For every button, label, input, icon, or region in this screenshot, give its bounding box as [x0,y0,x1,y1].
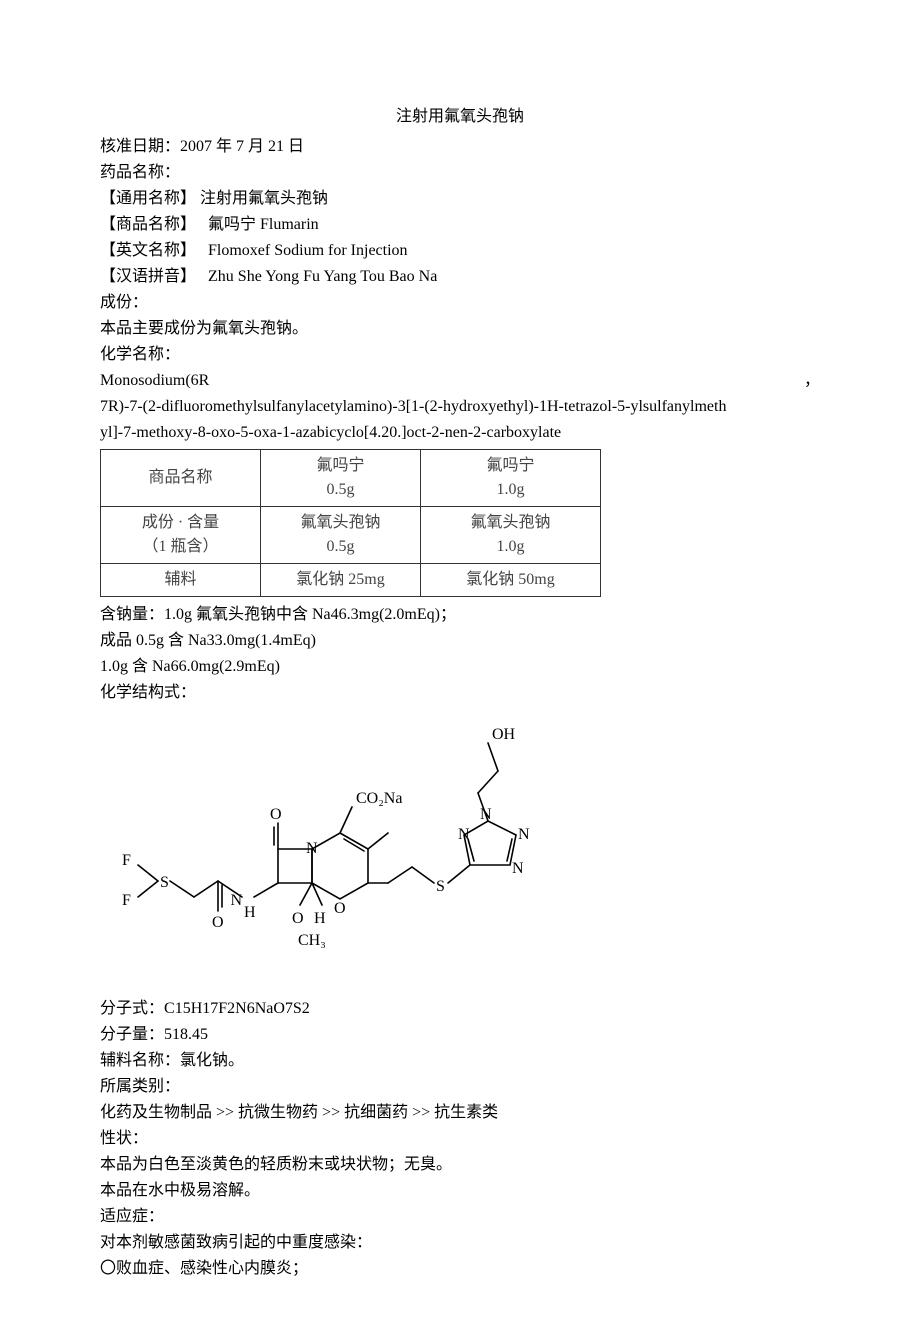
generic-name-line: 【通用名称】 注射用氟氧头孢钠 [100,187,820,211]
composition-table: 商品名称氟吗宁0.5g氟吗宁1.0g 成份 · 含量（1 瓶含）氟氧头孢钠0.5g… [100,449,601,597]
excipient-value: 氯化钠。 [180,1052,244,1069]
sodium-line-1: 成品 0.5g 含 Na33.0mg(1.4mEq) [100,629,820,653]
label-n-3: N [512,860,524,877]
label-f-1: F [122,852,131,869]
pinyin-line: 【汉语拼音】 Zhu She Yong Fu Yang Tou Bao Na [100,265,820,289]
table-cell: 氯化钠 50mg [421,564,601,597]
table-cell: 氟氧头孢钠0.5g [261,507,421,564]
mw-line: 分子量：518.45 [100,1023,820,1047]
trade-name-label: 【商品名称】 [100,216,196,233]
category-header: 所属类别： [100,1075,820,1099]
label-n-ring: N [306,840,318,857]
indications-line-1: 〇败血症、感染性心内膜炎； [100,1257,820,1281]
pinyin-value: Zhu She Yong Fu Yang Tou Bao Na [208,268,437,285]
table-cell: 商品名称 [101,450,261,507]
label-s-1: S [436,878,445,895]
label-s-2: S [160,874,169,891]
formula-value: C15H17F2N6NaO7S2 [164,1000,310,1017]
english-name-line: 【英文名称】 Flomoxef Sodium for Injection [100,239,820,263]
excipient-label: 辅料名称： [100,1052,180,1069]
label-n-4: N [458,826,470,843]
label-o-4: O [292,910,304,927]
english-name-value: Flomoxef Sodium for Injection [208,242,408,259]
pinyin-label: 【汉语拼音】 [100,268,196,285]
label-h-n: H [244,904,256,921]
table-cell: 氟吗宁1.0g [421,450,601,507]
approval-date-line: 核准日期：2007 年 7 月 21 日 [100,135,820,159]
chemical-name-line1-right: ， [804,369,820,393]
label-n-1: N [480,806,492,823]
approval-date-value: 2007 年 7 月 21 日 [180,138,304,155]
label-f-2: F [122,892,131,909]
excipient-line: 辅料名称：氯化钠。 [100,1049,820,1073]
chemical-name-line1: Monosodium(6R ， [100,369,820,393]
chemical-name-header: 化学名称： [100,343,820,367]
label-o-3: O [334,900,346,917]
label-nh: N [230,892,242,909]
formula-line: 分子式：C15H17F2N6NaO7S2 [100,997,820,1021]
mw-value: 518.45 [164,1026,208,1043]
table-cell: 氯化钠 25mg [261,564,421,597]
generic-name-label: 【通用名称】 [100,190,196,207]
indications-line-0: 对本剂敏感菌致病引起的中重度感染： [100,1231,820,1255]
label-o-2: O [212,914,224,931]
document-title: 注射用氟氧头孢钠 [100,105,820,129]
label-h-1: H [314,910,326,927]
category-value: 化药及生物制品 >> 抗微生物药 >> 抗细菌药 >> 抗生素类 [100,1101,820,1125]
generic-name-value: 注射用氟氧头孢钠 [200,190,328,207]
table-cell: 氟氧头孢钠1.0g [421,507,601,564]
properties-line-0: 本品为白色至淡黄色的轻质粉末或块状物；无臭。 [100,1153,820,1177]
label-co2na: CO₂Na [356,790,402,807]
english-name-label: 【英文名称】 [100,242,196,259]
sodium-line-2: 1.0g 含 Na66.0mg(2.9mEq) [100,655,820,679]
label-oh: OH [492,726,516,743]
table-cell: 成份 · 含量（1 瓶含） [101,507,261,564]
indications-header: 适应症： [100,1205,820,1229]
properties-header: 性状： [100,1127,820,1151]
label-ch3: CH₃ [298,932,326,949]
chemical-name-line2: 7R)-7-(2-difluoromethylsulfanylacetylami… [100,395,820,419]
chemical-name-line3: yl]-7-methoxy-8-oxo-5-oxa-1-azabicyclo[4… [100,421,820,445]
properties-line-1: 本品在水中极易溶解。 [100,1179,820,1203]
formula-label: 分子式： [100,1000,164,1017]
drug-name-header: 药品名称： [100,161,820,185]
mw-label: 分子量： [100,1026,164,1043]
composition-header: 成份： [100,291,820,315]
trade-name-line: 【商品名称】 氟吗宁 Flumarin [100,213,820,237]
chemical-structure-diagram: OH CO₂Na N N N N S S O O O O F F H N N C… [100,713,820,993]
structure-header: 化学结构式： [100,681,820,705]
table-cell: 氟吗宁0.5g [261,450,421,507]
chemical-name-line1-left: Monosodium(6R [100,369,209,393]
trade-name-value: 氟吗宁 Flumarin [208,216,319,233]
composition-main: 本品主要成份为氟氧头孢钠。 [100,317,820,341]
table-cell: 辅料 [101,564,261,597]
label-o-1: O [270,806,282,823]
approval-date-label: 核准日期： [100,138,180,155]
label-n-2: N [518,826,530,843]
sodium-line-0: 含钠量：1.0g 氟氧头孢钠中含 Na46.3mg(2.0mEq)； [100,603,820,627]
